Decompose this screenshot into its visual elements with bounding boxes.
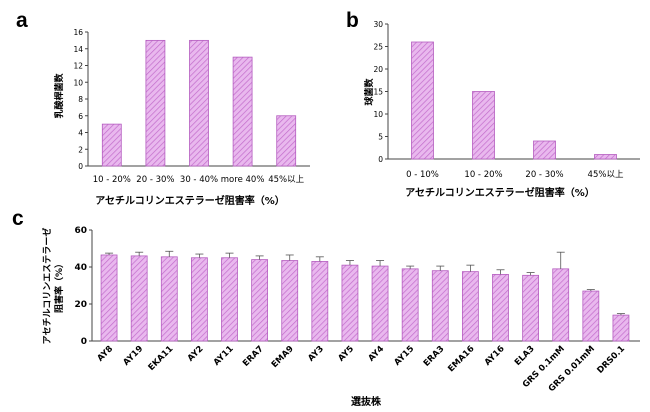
- b-y-tick-label: 0: [378, 155, 383, 164]
- panel-label-c: c: [12, 207, 24, 230]
- a-y-tick-label: 4: [78, 129, 83, 138]
- c-category-label: AY11: [212, 344, 236, 368]
- c-bar: [431, 270, 449, 342]
- a-y-tick-label: 2: [78, 145, 83, 154]
- a-bar: [276, 115, 297, 167]
- b-category-label: 20 - 30%: [525, 170, 563, 180]
- c-category-label: AY16: [483, 344, 507, 368]
- b-category-label: 45%以上: [588, 170, 624, 180]
- c-bar: [190, 257, 208, 342]
- c-y-tick-label: 0: [81, 337, 87, 347]
- c-bar: [160, 256, 178, 342]
- chart-a: 0 2 4 6 8 10 12 14 16 10 - 20% 20 - 30% 30 - 40% mo…: [53, 28, 310, 207]
- a-y-tick-label: 12: [73, 62, 83, 71]
- c-bar: [221, 257, 238, 342]
- c-category-label: AY19: [121, 344, 145, 368]
- b-y-tick-label: 25: [373, 43, 383, 52]
- b-bar: [411, 41, 434, 160]
- c-bar: [371, 265, 389, 342]
- c-category-label: AY8: [95, 344, 115, 364]
- b-bar: [594, 154, 617, 160]
- a-category-label: 30 - 40%: [180, 175, 218, 185]
- c-bar: [612, 314, 630, 342]
- c-category-label: AY4: [366, 344, 386, 364]
- c-y-tick-label: 20: [74, 300, 87, 310]
- a-y-tick-label: 8: [78, 95, 83, 104]
- c-category-label: AY3: [306, 344, 326, 364]
- c-bar: [582, 290, 600, 342]
- chart-b: 0 5 10 15 20 25 30 0 - 10% 10 - 20% 20 - 30% 45%以…: [363, 20, 640, 199]
- panel-label-b: b: [346, 9, 359, 32]
- b-category-label: 10 - 20%: [464, 170, 502, 180]
- chart-b-x-title: アセチルコリンエステラーゼ阻害率（%）: [405, 186, 595, 199]
- c-category-label: EMA16: [446, 344, 476, 374]
- a-y-tick-label: 14: [73, 45, 83, 54]
- b-y-tick-label: 10: [373, 110, 383, 119]
- a-bar: [189, 39, 209, 167]
- c-bar: [522, 274, 540, 342]
- c-bar: [281, 260, 299, 342]
- c-category-label: EMA9: [270, 344, 296, 370]
- panel-label-a: a: [16, 9, 28, 32]
- chart-c: 0 20 40 60 AY8 AY19 EKA11 AY2 AY11 ERA7 EMA9 AY3 AY…: [41, 226, 640, 408]
- c-category-label: AY5: [336, 344, 356, 364]
- a-y-tick-label: 16: [73, 28, 83, 37]
- chart-c-y-title-line1: アセチルコリンエステラーゼ: [41, 228, 53, 345]
- a-category-label: 10 - 20%: [93, 175, 131, 185]
- c-bar: [311, 261, 329, 342]
- chart-c-x-title: 選抜株: [351, 395, 382, 408]
- a-category-label: 45%以上: [268, 175, 304, 185]
- b-bar: [472, 91, 495, 160]
- a-y-tick-label: 0: [78, 162, 83, 171]
- a-bar: [145, 39, 166, 167]
- c-y-tick-label: 40: [74, 263, 87, 273]
- c-bar: [552, 268, 570, 342]
- chart-b-y-title: 球菌数: [363, 78, 375, 106]
- c-category-label: ELA3: [513, 344, 537, 368]
- c-category-label: ERA3: [422, 344, 447, 369]
- a-category-label: more 40%: [221, 175, 265, 185]
- chart-a-y-title: 乳酸桿菌数: [53, 73, 65, 119]
- b-y-tick-label: 30: [373, 20, 383, 29]
- b-y-tick-label: 15: [373, 88, 383, 97]
- chart-a-x-title: アセチルコリンエステラーゼ阻害率（%）: [95, 194, 285, 207]
- c-category-label: AY2: [186, 344, 206, 364]
- b-y-tick-label: 20: [373, 65, 383, 74]
- c-bar: [461, 271, 479, 342]
- c-bar: [341, 264, 359, 342]
- a-bar: [101, 123, 122, 167]
- a-y-tick-label: 10: [73, 78, 83, 87]
- a-bar: [232, 56, 253, 167]
- a-category-label: 20 - 30%: [136, 175, 174, 185]
- c-category-label: AY15: [392, 344, 416, 368]
- c-category-label: DRS0.1: [595, 344, 627, 376]
- c-y-tick-label: 60: [74, 226, 87, 236]
- b-bar: [533, 140, 556, 160]
- b-y-tick-label: 5: [378, 133, 383, 142]
- c-bar: [401, 268, 419, 342]
- c-category-label: ERA7: [241, 344, 266, 369]
- c-bar: [492, 273, 509, 342]
- c-bar: [100, 254, 118, 342]
- chart-c-y-title-line2: 阻害率（%）: [53, 259, 65, 313]
- c-category-label: EKA11: [147, 344, 176, 373]
- a-y-tick-label: 6: [78, 112, 83, 121]
- c-bar: [130, 255, 148, 342]
- c-bar: [251, 259, 269, 342]
- b-category-label: 0 - 10%: [406, 170, 439, 180]
